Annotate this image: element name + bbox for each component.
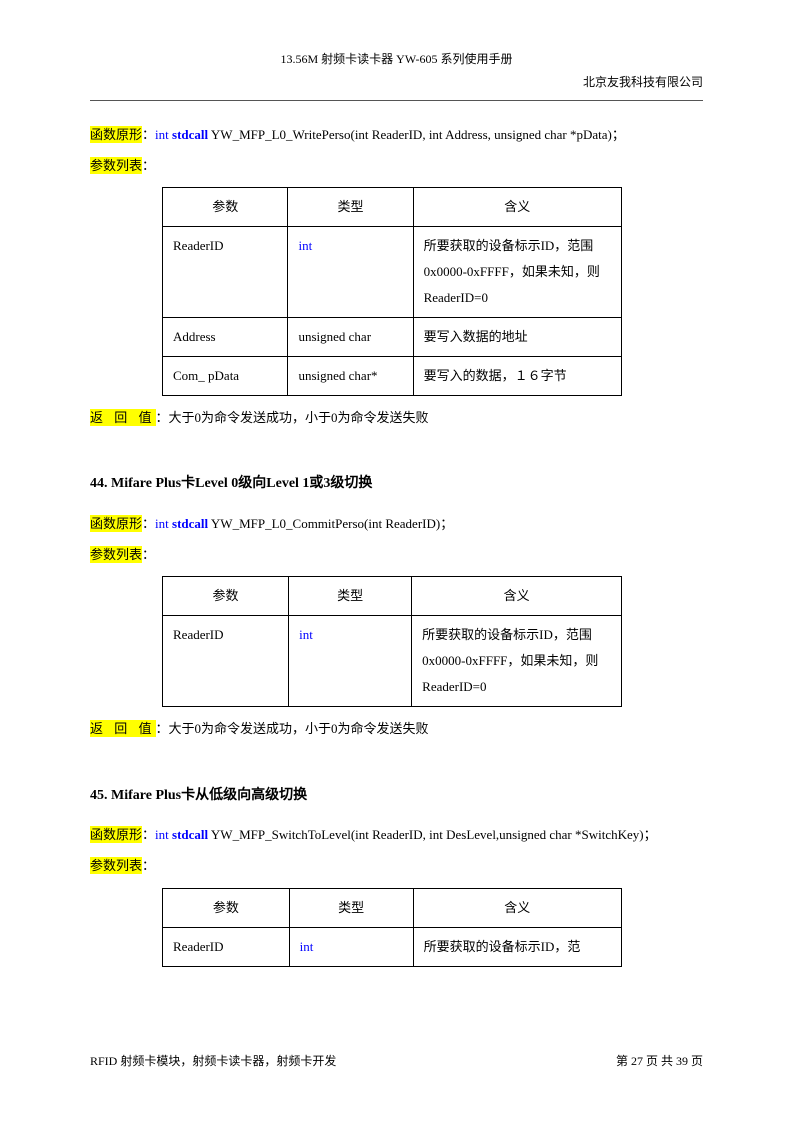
func1-return: 返 回 值：大于0为命令发送成功，小于0为命令发送失败 xyxy=(90,402,703,433)
cell-param: ReaderID xyxy=(163,616,289,707)
func1-sig-bold: stdcall xyxy=(172,127,208,142)
col-type: 类型 xyxy=(289,577,412,616)
sec44-sig-pre: int xyxy=(155,516,172,531)
colon: ： xyxy=(142,127,155,142)
table-row: ReaderID int 所要获取的设备标示ID，范围0x0000-0xFFFF… xyxy=(163,616,622,707)
table-row: ReaderID int 所要获取的设备标示ID，范 xyxy=(163,927,622,966)
table-row: Address unsigned char 要写入数据的地址 xyxy=(163,317,622,356)
sec45-sig-pre: int xyxy=(155,827,172,842)
sec44-heading: 44. Mifare Plus卡Level 0级向Level 1或3级切换 xyxy=(90,469,703,500)
colon: ： xyxy=(156,410,169,425)
col-mean: 含义 xyxy=(413,888,621,927)
cell-mean: 所要获取的设备标示ID，范围0x0000-0xFFFF，如果未知，则Reader… xyxy=(413,226,621,317)
label-func-proto: 函数原形 xyxy=(90,826,142,843)
label-func-proto: 函数原形 xyxy=(90,515,142,532)
sec45-paramlist-label: 参数列表： xyxy=(90,850,703,881)
col-type: 类型 xyxy=(289,888,413,927)
table-row: ReaderID int 所要获取的设备标示ID，范围0x0000-0xFFFF… xyxy=(163,226,622,317)
col-param: 参数 xyxy=(163,577,289,616)
func1-sig-pre: int xyxy=(155,127,172,142)
label-paramlist: 参数列表 xyxy=(90,857,142,874)
table-header-row: 参数 类型 含义 xyxy=(163,888,622,927)
colon: ： xyxy=(142,516,155,531)
table-row: Com_ pData unsigned char* 要写入的数据，１６字节 xyxy=(163,356,622,395)
func1-prototype: 函数原形：int stdcall YW_MFP_L0_WritePerso(in… xyxy=(90,119,703,150)
cell-mean: 所要获取的设备标示ID，范围0x0000-0xFFFF，如果未知，则Reader… xyxy=(412,616,622,707)
cell-type: int xyxy=(288,226,413,317)
header-rule xyxy=(90,100,703,101)
cell-type: unsigned char* xyxy=(288,356,413,395)
cell-mean: 要写入数据的地址 xyxy=(413,317,621,356)
table-header-row: 参数 类型 含义 xyxy=(163,577,622,616)
label-return: 返 回 值 xyxy=(90,720,156,737)
semicolon: ； xyxy=(440,516,453,531)
semicolon: ； xyxy=(644,827,657,842)
func1-paramlist-label: 参数列表： xyxy=(90,150,703,181)
cell-param: Address xyxy=(163,317,288,356)
label-return: 返 回 值 xyxy=(90,409,156,426)
cell-mean: 所要获取的设备标示ID，范 xyxy=(413,927,621,966)
footer-left: RFID 射频卡模块，射频卡读卡器，射频卡开发 xyxy=(90,1048,336,1074)
sec45-param-table: 参数 类型 含义 ReaderID int 所要获取的设备标示ID，范 xyxy=(162,888,622,967)
cell-param: ReaderID xyxy=(163,927,290,966)
colon: ： xyxy=(142,858,155,873)
label-paramlist: 参数列表 xyxy=(90,546,142,563)
col-mean: 含义 xyxy=(412,577,622,616)
colon: ： xyxy=(142,158,155,173)
sec44-prototype: 函数原形：int stdcall YW_MFP_L0_CommitPerso(i… xyxy=(90,508,703,539)
semicolon: ； xyxy=(612,127,625,142)
col-type: 类型 xyxy=(288,187,413,226)
cell-type: unsigned char xyxy=(288,317,413,356)
doc-header-company: 北京友我科技有限公司 xyxy=(90,69,703,95)
footer-right: 第 27 页 共 39 页 xyxy=(616,1048,703,1074)
sec45-sig-rest: YW_MFP_SwitchToLevel(int ReaderID, int D… xyxy=(208,827,643,842)
sec44-return-text: 大于0为命令发送成功，小于0为命令发送失败 xyxy=(169,721,429,736)
sec44-sig-bold: stdcall xyxy=(172,516,208,531)
sec45-sig-bold: stdcall xyxy=(172,827,208,842)
colon: ： xyxy=(156,721,169,736)
label-func-proto: 函数原形 xyxy=(90,126,142,143)
sec44-paramlist-label: 参数列表： xyxy=(90,539,703,570)
col-param: 参数 xyxy=(163,187,288,226)
colon: ： xyxy=(142,827,155,842)
sec44-return: 返 回 值：大于0为命令发送成功，小于0为命令发送失败 xyxy=(90,713,703,744)
label-paramlist: 参数列表 xyxy=(90,157,142,174)
func1-param-table: 参数 类型 含义 ReaderID int 所要获取的设备标示ID，范围0x00… xyxy=(162,187,622,396)
cell-type: int xyxy=(289,927,413,966)
cell-mean: 要写入的数据，１６字节 xyxy=(413,356,621,395)
cell-type: int xyxy=(289,616,412,707)
doc-header-title: 13.56M 射频卡读卡器 YW-605 系列使用手册 xyxy=(90,50,703,69)
sec44-sig-rest: YW_MFP_L0_CommitPerso(int ReaderID) xyxy=(208,516,440,531)
func1-return-text: 大于0为命令发送成功，小于0为命令发送失败 xyxy=(169,410,429,425)
sec44-param-table: 参数 类型 含义 ReaderID int 所要获取的设备标示ID，范围0x00… xyxy=(162,576,622,707)
colon: ： xyxy=(142,547,155,562)
func1-sig-rest: YW_MFP_L0_WritePerso(int ReaderID, int A… xyxy=(208,127,612,142)
sec45-heading: 45. Mifare Plus卡从低级向高级切换 xyxy=(90,781,703,812)
cell-param: Com_ pData xyxy=(163,356,288,395)
sec45-prototype: 函数原形：int stdcall YW_MFP_SwitchToLevel(in… xyxy=(90,819,703,850)
col-mean: 含义 xyxy=(413,187,621,226)
page-footer: RFID 射频卡模块，射频卡读卡器，射频卡开发 第 27 页 共 39 页 xyxy=(90,1048,703,1074)
table-header-row: 参数 类型 含义 xyxy=(163,187,622,226)
cell-param: ReaderID xyxy=(163,226,288,317)
col-param: 参数 xyxy=(163,888,290,927)
